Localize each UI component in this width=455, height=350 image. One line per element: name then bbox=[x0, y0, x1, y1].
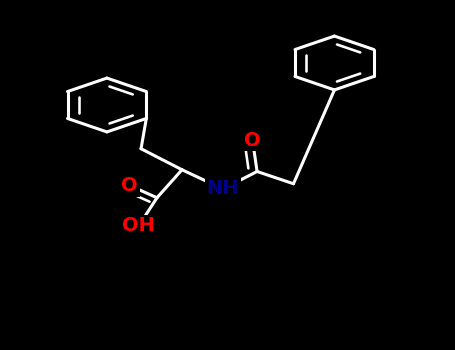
Text: NH: NH bbox=[207, 180, 239, 198]
Text: O: O bbox=[121, 176, 138, 195]
Text: OH: OH bbox=[122, 216, 155, 235]
Text: O: O bbox=[244, 131, 261, 149]
